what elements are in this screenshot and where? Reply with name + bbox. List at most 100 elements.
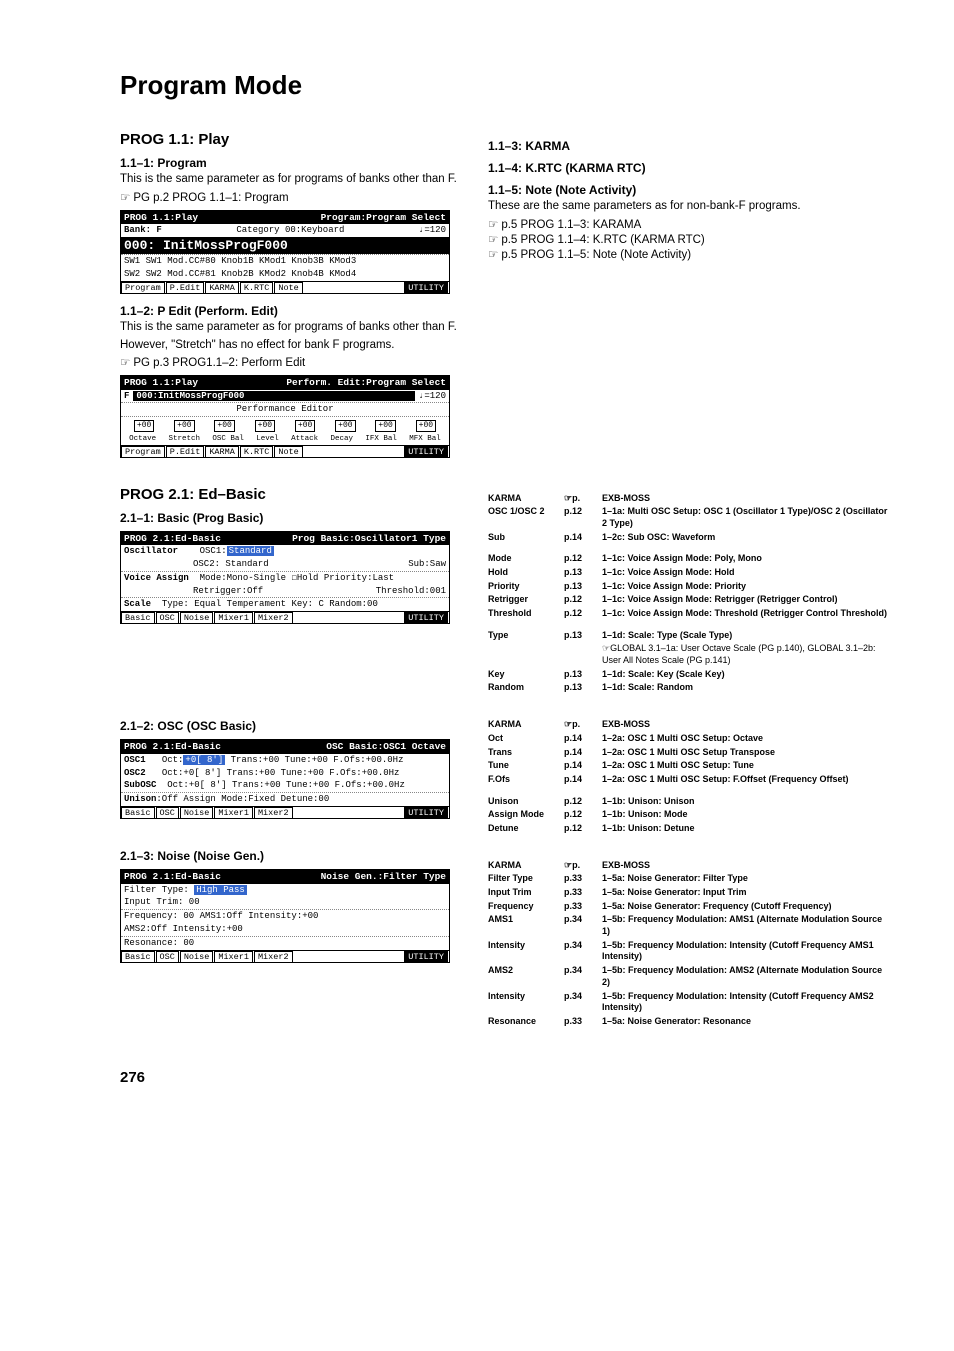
sc5-it: Input Trim: 00: [121, 896, 449, 909]
t1-h2: ☞p.: [564, 487, 602, 506]
param-desc: 1–2a: OSC 1 Multi OSC Setup Transpose: [602, 746, 894, 760]
param-page: p.12: [564, 505, 602, 530]
param-page: p.12: [564, 822, 602, 836]
sc2-sl-label-7: MFX Bal: [409, 435, 441, 444]
sc2-tab-program: Program: [121, 446, 165, 457]
s13-heading: 1.1–3: KARMA: [488, 139, 894, 153]
param-desc: 1–1c: Voice Assign Mode: Hold: [602, 566, 894, 580]
param-page: p.34: [564, 990, 602, 1015]
sc3-osc2: OSC2: Standard: [193, 559, 269, 570]
sc4-osc1-rest: Trans:+00 Tune:+00 F.Ofs:+00.0Hz: [225, 755, 403, 765]
sc4-tab-mixer1: Mixer1: [214, 807, 253, 818]
sc5-res: Resonance: 00: [121, 936, 449, 950]
param-page: p.13: [564, 681, 602, 695]
sc1-title-r: Program:Program Select: [321, 212, 446, 223]
sc2-sl-label-1: Stretch: [169, 435, 201, 444]
sc5-tab-basic: Basic: [121, 951, 155, 962]
s12-body2: However, "Stretch" has no effect for ban…: [120, 338, 460, 354]
sc2-slider-0: +00: [134, 420, 154, 432]
sc1-knobs1: SW1 SW1 Mod.CC#80 Knob1B KMod1 Knob3B KM…: [121, 254, 449, 268]
t3-h3: EXB-MOSS: [602, 854, 894, 873]
param-desc: 1–5a: Noise Generator: Filter Type: [602, 872, 894, 886]
param-name: Threshold: [488, 607, 564, 621]
sc2-tab-note: Note: [274, 446, 302, 457]
param-desc: 1–5a: Noise Generator: Frequency (Cutoff…: [602, 900, 894, 914]
sc1-tab-krtc: K.RTC: [240, 282, 274, 293]
t1-note: ☞GLOBAL 3.1–1a: User Octave Scale (PG p.…: [602, 642, 894, 667]
sc1-tab-note: Note: [274, 282, 302, 293]
sc4-sub-label: SubOSC: [124, 780, 156, 790]
sc2-sl-label-5: Decay: [331, 435, 354, 444]
s15-heading: 1.1–5: Note (Note Activity): [488, 183, 894, 197]
sc1-tab-karma: KARMA: [205, 282, 239, 293]
sc1-category: Category 00:Keyboard: [236, 225, 344, 236]
param-name: Intensity: [488, 990, 564, 1015]
sc1-tab-program: Program: [121, 282, 165, 293]
t2-h3: EXB-MOSS: [602, 713, 894, 732]
param-name: Filter Type: [488, 872, 564, 886]
sc2-title-l: PROG 1.1:Play: [124, 377, 198, 388]
right-column: 1.1–3: KARMA 1.1–4: K.RTC (KARMA RTC) 1.…: [488, 119, 894, 1029]
sc5-tab-noise: Noise: [180, 951, 214, 962]
sc4-title-l: PROG 2.1:Ed-Basic: [124, 741, 221, 752]
s21-heading: 2.1–1: Basic (Prog Basic): [120, 511, 460, 525]
sc2-slider-1: +00: [174, 420, 194, 432]
sc5-utility: UTILITY: [404, 951, 448, 962]
t3-h2: ☞p.: [564, 854, 602, 873]
param-desc: 1–2c: Sub OSC: Waveform: [602, 531, 894, 545]
param-name: Intensity: [488, 939, 564, 964]
param-name: Hold: [488, 566, 564, 580]
param-desc: 1–5b: Frequency Modulation: Intensity (C…: [602, 990, 894, 1015]
sc5-title-l: PROG 2.1:Ed-Basic: [124, 871, 221, 882]
sc4-tab-basic: Basic: [121, 807, 155, 818]
params-table-2: KARMA ☞p. EXB-MOSS Octp.141–2a: OSC 1 Mu…: [488, 713, 894, 836]
screenshot-prog-play: PROG 1.1:Play Program:Program Select Ban…: [120, 210, 450, 295]
sc4-title-r: OSC Basic:OSC1 Octave: [326, 741, 446, 752]
sc4-osc1-hl: +0[ 8']: [183, 755, 225, 765]
prog21-heading: PROG 2.1: Ed–Basic: [120, 486, 460, 503]
sc2-slider-5: +00: [335, 420, 355, 432]
param-page: p.14: [564, 759, 602, 773]
param-page: p.12: [564, 593, 602, 607]
param-desc: 1–1d: Scale: Type (Scale Type): [602, 629, 894, 643]
screenshot-osc-basic: PROG 2.1:Ed-Basic OSC Basic:OSC1 Octave …: [120, 739, 450, 819]
param-name: Key: [488, 668, 564, 682]
sc3-scale-label: Scale: [124, 599, 151, 609]
sc3-scale: Type: Equal Temperament Key: C Random:00: [162, 599, 378, 609]
t2-h2: ☞p.: [564, 713, 602, 732]
sc5-tab-osc: OSC: [156, 951, 179, 962]
sc2-slider-7: +00: [416, 420, 436, 432]
sc1-tempo: ♩=120: [419, 225, 446, 236]
sc2-slider-3: +00: [255, 420, 275, 432]
param-desc: 1–1c: Voice Assign Mode: Poly, Mono: [602, 552, 894, 566]
param-desc: 1–1c: Voice Assign Mode: Priority: [602, 580, 894, 594]
sc3-va-label: Voice Assign: [124, 573, 189, 583]
screenshot-perform-edit: PROG 1.1:Play Perform. Edit:Program Sele…: [120, 375, 450, 458]
param-desc: 1–5a: Noise Generator: Input Trim: [602, 886, 894, 900]
s22-heading: 2.1–2: OSC (OSC Basic): [120, 719, 460, 733]
param-name: Type: [488, 629, 564, 643]
param-name: Retrigger: [488, 593, 564, 607]
sc4-utility: UTILITY: [404, 807, 448, 818]
param-name: F.Ofs: [488, 773, 564, 787]
param-desc: 1–1b: Unison: Unison: [602, 795, 894, 809]
param-page: p.14: [564, 773, 602, 787]
sc3-va: Mode:Mono-Single ☐Hold Priority:Last: [200, 573, 394, 583]
param-page: p.33: [564, 900, 602, 914]
params-table-1: KARMA ☞p. EXB-MOSS OSC 1/OSC 2p.121–1a: …: [488, 487, 894, 696]
s15-ref-0: p.5 PROG 1.1–3: KARAMA: [488, 217, 894, 231]
param-desc: 1–1a: Multi OSC Setup: OSC 1 (Oscillator…: [602, 505, 894, 530]
param-name: Mode: [488, 552, 564, 566]
sc2-slider-4: +00: [295, 420, 315, 432]
sc1-bank: Bank: F: [124, 225, 162, 236]
sc5-freq: Frequency: 00 AMS1:Off Intensity:+00: [121, 909, 449, 923]
sc2-utility: UTILITY: [404, 446, 448, 457]
left-column: PROG 1.1: Play 1.1–1: Program This is th…: [120, 119, 460, 1029]
param-name: Tune: [488, 759, 564, 773]
sc1-tab-pedit: P.Edit: [166, 282, 205, 293]
param-desc: 1–1c: Voice Assign Mode: Retrigger (Retr…: [602, 593, 894, 607]
s12-body1: This is the same parameter as for progra…: [120, 320, 460, 336]
sc2-sl-label-3: Level: [256, 435, 279, 444]
sc3-tab-osc: OSC: [156, 612, 179, 623]
sc5-title-r: Noise Gen.:Filter Type: [321, 871, 446, 882]
